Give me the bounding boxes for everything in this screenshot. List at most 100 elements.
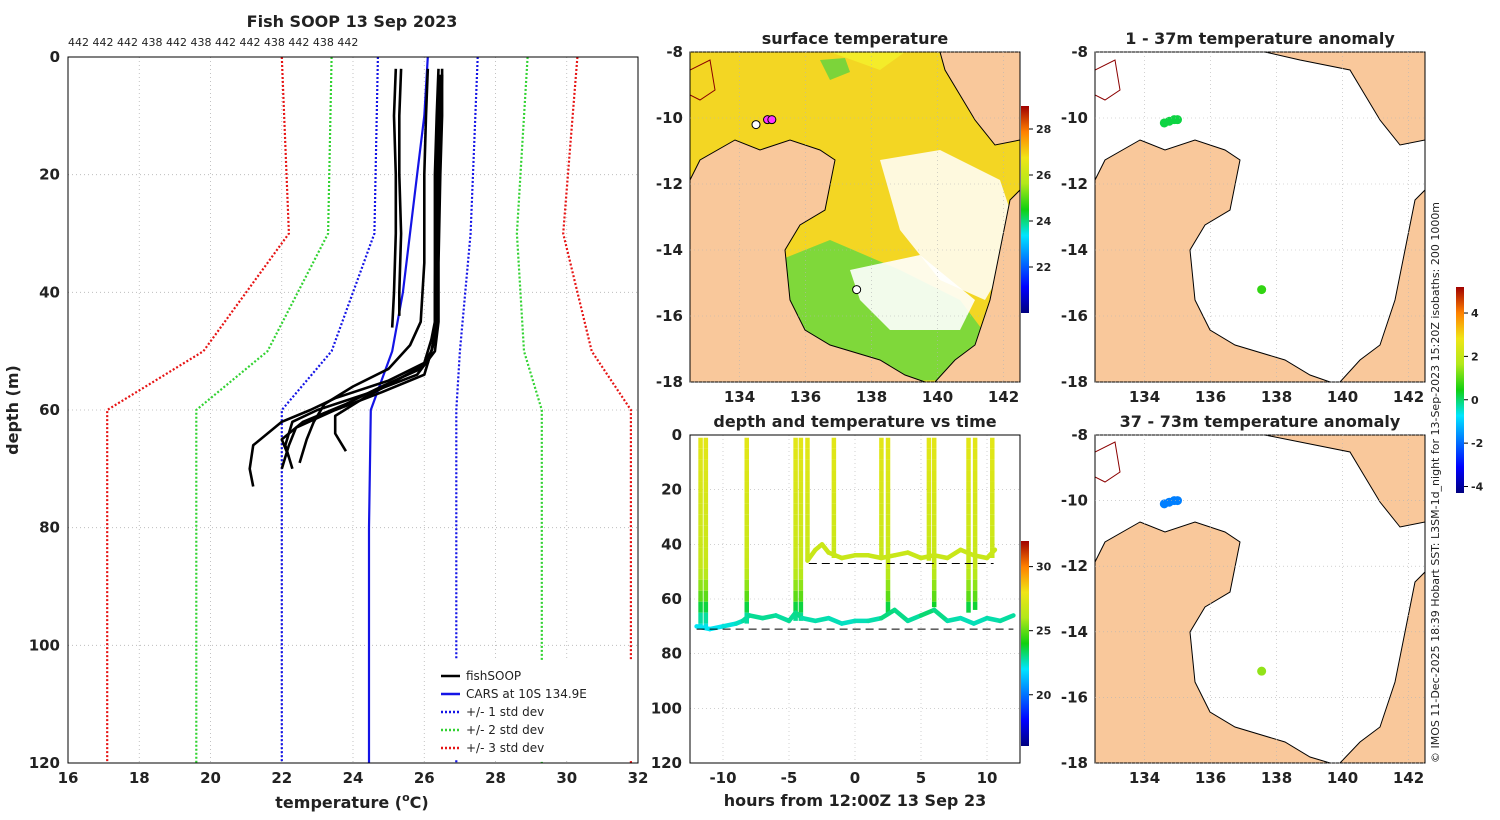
- profile-ticks: 16 18 20 22 24 26 28 30 32 0 20 40 60 80 100 120: [29, 48, 649, 787]
- ts-ytick-label: 80: [661, 645, 682, 663]
- ts-xtick-label: 10: [977, 769, 998, 787]
- cars-mean-line: [367, 56, 429, 763]
- profile-ytick-label: 120: [29, 754, 60, 772]
- anomaly-deep-map: [1095, 435, 1425, 763]
- anom2-lat-label: -16: [1061, 688, 1088, 706]
- anom1-isobath: [1095, 59, 1121, 101]
- ts-shallow-track-segment: [958, 547, 977, 558]
- anom2-isobath: [1095, 441, 1121, 483]
- ts-ytick-label: 20: [661, 481, 682, 499]
- legend-label-std2: +/- 2 std dev: [466, 723, 544, 737]
- fishsoop-profiles: [248, 68, 444, 487]
- anom1-land-capeyork: [1339, 189, 1425, 382]
- anom1-lat-label: -14: [1061, 241, 1088, 259]
- anom1-lon-label: 140: [1327, 388, 1358, 406]
- legend-label-cars: CARS at 10S 134.9E: [466, 687, 587, 701]
- profile-xtick-label: 22: [271, 769, 292, 787]
- sst-title: surface temperature: [762, 29, 949, 48]
- anom2-land-newguinea: [1264, 435, 1425, 528]
- anom2-lon-label: 136: [1195, 769, 1226, 787]
- fishsoop-profile-line: [390, 68, 398, 328]
- anomaly-colorbar: [1456, 287, 1464, 493]
- profile-title: Fish SOOP 13 Sep 2023: [247, 12, 458, 31]
- timeseries-marks: [694, 437, 1016, 632]
- legend-box: [434, 660, 634, 760]
- ts-colorbar-label: 20: [1036, 689, 1052, 702]
- profile-ytick-label: 80: [39, 519, 60, 537]
- std-lines: [106, 56, 633, 763]
- ts-xtick-label: -5: [781, 769, 798, 787]
- ts-ytick-label: 0: [672, 426, 682, 444]
- sst-lon-label: 136: [790, 388, 821, 406]
- sst-lat-label: -14: [656, 241, 683, 259]
- anom1-lat-label: -12: [1061, 175, 1088, 193]
- sst-lat-label: -12: [656, 175, 683, 193]
- sst-cool-patch: [820, 58, 850, 80]
- anomaly-deep-title: 37 - 73m temperature anomaly: [1120, 412, 1401, 431]
- profile-xtick-label: 32: [628, 769, 649, 787]
- anomaly-shallow-title: 1 - 37m temperature anomaly: [1125, 29, 1395, 48]
- profile-xtick-label: 24: [343, 769, 364, 787]
- anomaly-colorbar-label: 2: [1471, 350, 1479, 363]
- anom2-land-arnhem: [1095, 521, 1331, 763]
- anom1-land-newguinea: [1264, 52, 1425, 146]
- anom2-lat-label: -18: [1061, 754, 1088, 772]
- sst-panel: surface temperature 134 136 138 140 142 -8 -10…: [656, 29, 1052, 406]
- sst-land-newguinea: [939, 52, 1020, 146]
- sst-lat-label: -18: [656, 373, 683, 391]
- anomaly-colorbar-ticks: -4 -2 0 2 4: [1464, 307, 1484, 493]
- sst-station-marker: [852, 285, 862, 295]
- timeseries-colorbar: [1021, 541, 1029, 746]
- ts-deep-track-segment: [997, 613, 1016, 624]
- sst-lon-label: 142: [988, 388, 1019, 406]
- profile-xtick-label: 30: [556, 769, 577, 787]
- sst-colorbar-label: 26: [1036, 169, 1052, 182]
- profile-ytick-label: 0: [50, 48, 60, 66]
- profile-axes-frame: [67, 56, 639, 764]
- anom1-lon-label: 134: [1129, 388, 1160, 406]
- sst-ticks: 134 136 138 140 142 -8 -10 -12 -14 -16 -18: [656, 43, 1020, 406]
- sst-colorbar-label: 28: [1036, 123, 1051, 136]
- anom1-lat-label: -8: [1071, 43, 1088, 61]
- anom2-anomaly-point: [1257, 666, 1267, 676]
- anomaly-deep-ticks: 134 136 138 140 142 -8 -10 -12 -14 -16 -18: [1061, 426, 1425, 787]
- sst-lon-label: 134: [724, 388, 755, 406]
- anomaly-shallow-map: [1095, 52, 1425, 382]
- legend-label-fishsoop: fishSOOP: [466, 669, 521, 683]
- legend-label-std1: +/- 1 std dev: [466, 705, 544, 719]
- fishsoop-profile-line: [280, 80, 440, 470]
- cars-mean: [367, 56, 429, 763]
- ts-xtick-label: -10: [709, 769, 736, 787]
- profile-xtick-label: 20: [200, 769, 221, 787]
- anom1-lon-label: 136: [1195, 388, 1226, 406]
- sst-lat-label: -16: [656, 307, 683, 325]
- anom1-anomaly-point: [1173, 115, 1182, 125]
- profile-ytick-label: 40: [39, 283, 60, 301]
- sst-lat-label: -8: [666, 43, 683, 61]
- profile-xlabel: temperature (oC): [275, 791, 428, 812]
- ts-deep-track-segment: [879, 607, 897, 621]
- legend-label-std3: +/- 3 std dev: [466, 741, 544, 755]
- profile-xtick-label: 26: [414, 769, 435, 787]
- anom1-lat-label: -10: [1061, 109, 1088, 127]
- sst-station-marker: [751, 120, 761, 130]
- std3-left-line: [106, 56, 291, 763]
- sst-lat-label: -10: [656, 109, 683, 127]
- ts-deep-track-segment: [892, 607, 911, 624]
- profile-xtick-label: 16: [58, 769, 79, 787]
- anom1-land-arnhem: [1095, 139, 1331, 382]
- side-caption: © IMOS 11-Dec-2025 18:39 Hobart SST: L3S…: [1429, 202, 1442, 763]
- anom2-land-capeyork: [1339, 571, 1425, 763]
- ts-xtick-label: 0: [850, 769, 860, 787]
- profile-legend: fishSOOP CARS at 10S 134.9E +/- 1 std de…: [434, 660, 634, 760]
- profile-grid: [67, 56, 639, 764]
- anom2-lon-label: 140: [1327, 769, 1358, 787]
- profile-xtick-label: 18: [129, 769, 150, 787]
- anomaly-shallow-panel: 1 - 37m temperature anomaly 134 136 138 140…: [1061, 29, 1426, 406]
- ts-ytick-label: 100: [651, 699, 682, 717]
- ts-deep-track-segment: [826, 615, 845, 626]
- anom2-lon-label: 138: [1261, 769, 1292, 787]
- sst-markers: [751, 115, 862, 295]
